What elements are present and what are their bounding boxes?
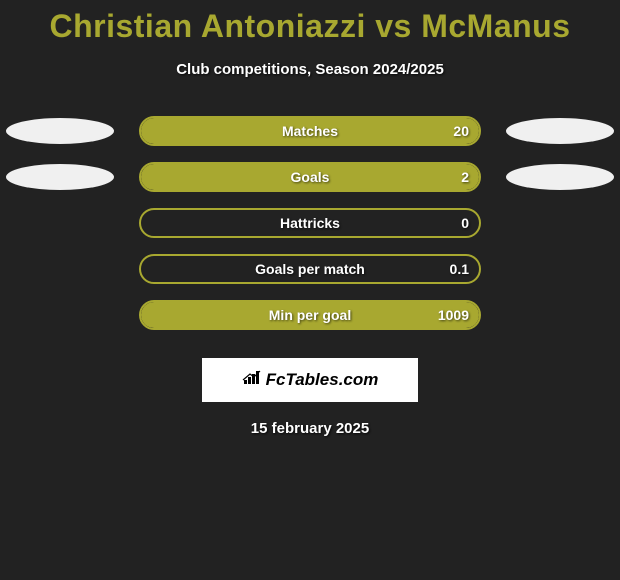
stat-bar: Min per goal 1009 <box>139 300 481 330</box>
stat-bar: Matches 20 <box>139 116 481 146</box>
stat-label: Matches <box>282 123 338 139</box>
stat-bar: Goals per match 0.1 <box>139 254 481 284</box>
stat-row: Matches 20 <box>0 108 620 154</box>
date-text: 15 february 2025 <box>0 420 620 437</box>
stat-value: 1009 <box>438 307 469 323</box>
stats-container: Matches 20 Goals 2 Hattricks 0 Goals per match… <box>0 108 620 338</box>
stat-row: Min per goal 1009 <box>0 292 620 338</box>
chart-icon <box>242 370 262 391</box>
stat-label: Min per goal <box>269 307 351 323</box>
logo-box: FcTables.com <box>202 358 418 402</box>
site-logo: FcTables.com <box>242 370 379 391</box>
player-left-marker <box>6 118 114 144</box>
stat-bar: Hattricks 0 <box>139 208 481 238</box>
logo-label: FcTables.com <box>266 370 379 390</box>
stat-label: Goals per match <box>255 261 365 277</box>
stat-label: Goals <box>291 169 330 185</box>
player-left-marker <box>6 164 114 190</box>
stat-value: 20 <box>453 123 469 139</box>
stat-value: 0.1 <box>450 261 469 277</box>
player-right-marker <box>506 164 614 190</box>
comparison-title: Christian Antoniazzi vs McManus <box>0 0 620 45</box>
stat-bar: Goals 2 <box>139 162 481 192</box>
stat-row: Hattricks 0 <box>0 200 620 246</box>
stat-label: Hattricks <box>280 215 340 231</box>
stat-row: Goals per match 0.1 <box>0 246 620 292</box>
stat-value: 0 <box>461 215 469 231</box>
stat-value: 2 <box>461 169 469 185</box>
player-right-marker <box>506 118 614 144</box>
season-subtitle: Club competitions, Season 2024/2025 <box>0 61 620 78</box>
stat-row: Goals 2 <box>0 154 620 200</box>
